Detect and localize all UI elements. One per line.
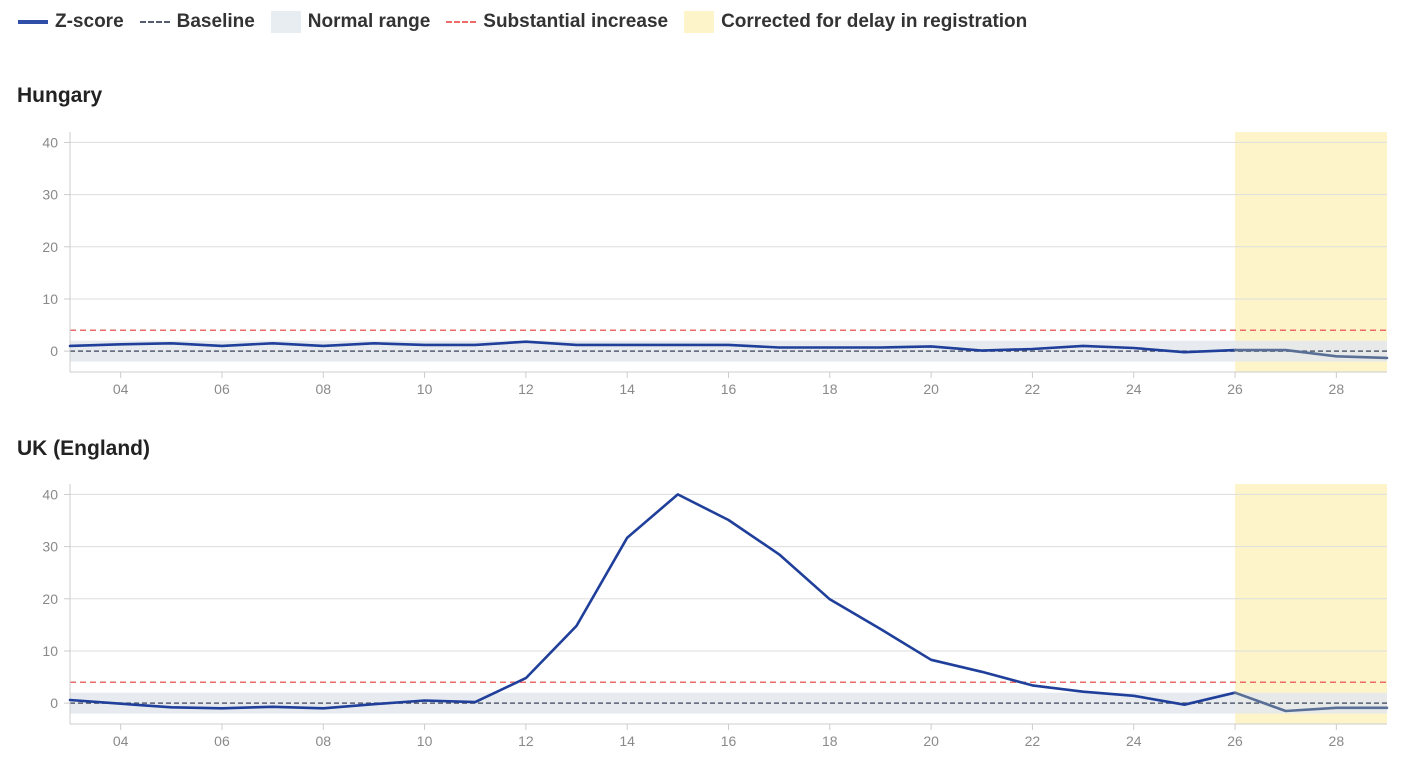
y-tick-label: 40 bbox=[42, 134, 58, 150]
legend-label: Z-score bbox=[55, 11, 124, 32]
normal-range-swatch-icon bbox=[270, 11, 301, 33]
corrected-swatch-icon bbox=[684, 11, 715, 33]
legend-label: Baseline bbox=[176, 11, 255, 32]
zscore-line-corrected bbox=[1233, 691, 1389, 713]
x-tick-label: 26 bbox=[1227, 381, 1243, 397]
uk-england-chart: 0 10 20 30 40 04 06 08 10 12 14 16 18 20 22 24 26 28 bbox=[42, 484, 1389, 749]
y-tick-label: 10 bbox=[42, 291, 58, 307]
legend-item-zscore[interactable]: Z-score bbox=[18, 11, 124, 33]
x-tick-label: 10 bbox=[417, 381, 433, 397]
legend-item-normal-range[interactable]: Normal range bbox=[270, 11, 431, 33]
substantial-increase-swatch-icon bbox=[446, 21, 477, 23]
x-tick-label: 12 bbox=[518, 381, 534, 397]
legend-item-corrected[interactable]: Corrected for delay in registration bbox=[684, 11, 1027, 33]
y-tick-label: 20 bbox=[42, 239, 58, 255]
x-tick-label: 04 bbox=[113, 381, 129, 397]
x-tick-label: 12 bbox=[518, 733, 534, 749]
hungary-chart: 0 10 20 30 40 04 06 08 10 12 14 16 18 20 22 24 26 28 bbox=[42, 132, 1389, 397]
zscore-line bbox=[68, 493, 1237, 710]
y-tick-label: 20 bbox=[42, 591, 58, 607]
x-tick-label: 14 bbox=[619, 381, 635, 397]
legend-label: Normal range bbox=[307, 11, 431, 32]
x-tick-label: 04 bbox=[113, 733, 129, 749]
x-tick-label: 08 bbox=[315, 733, 331, 749]
x-tick-label: 16 bbox=[721, 733, 737, 749]
y-tick-label: 40 bbox=[42, 486, 58, 502]
corrected-region bbox=[1235, 132, 1387, 372]
chart-title-hungary: Hungary bbox=[17, 84, 103, 107]
x-tick-label: 24 bbox=[1126, 381, 1142, 397]
corrected-region bbox=[1235, 484, 1387, 724]
x-tick-label: 24 bbox=[1126, 733, 1142, 749]
zscore-line bbox=[68, 340, 1237, 354]
x-tick-label: 08 bbox=[315, 381, 331, 397]
x-tick-label: 20 bbox=[923, 733, 939, 749]
chart-title-uk-england: UK (England) bbox=[17, 437, 150, 460]
x-tick-label: 22 bbox=[1025, 733, 1041, 749]
y-tick-label: 0 bbox=[50, 695, 58, 711]
x-tick-label: 18 bbox=[822, 733, 838, 749]
legend-label: Substantial increase bbox=[483, 11, 669, 32]
y-tick-label: 0 bbox=[50, 343, 58, 359]
x-tick-label: 28 bbox=[1329, 381, 1345, 397]
y-tick-label: 30 bbox=[42, 539, 58, 555]
legend-label: Corrected for delay in registration bbox=[721, 11, 1028, 32]
legend-item-substantial-increase[interactable]: Substantial increase bbox=[446, 11, 668, 33]
x-tick-label: 06 bbox=[214, 733, 230, 749]
y-tick-label: 10 bbox=[42, 643, 58, 659]
x-tick-label: 28 bbox=[1329, 733, 1345, 749]
legend: Z-score Baseline Normal range Substantia… bbox=[18, 8, 1043, 36]
y-tick-label: 30 bbox=[42, 187, 58, 203]
x-tick-label: 06 bbox=[214, 381, 230, 397]
x-tick-label: 16 bbox=[721, 381, 737, 397]
x-tick-label: 20 bbox=[923, 381, 939, 397]
x-tick-label: 14 bbox=[619, 733, 635, 749]
x-tick-label: 22 bbox=[1025, 381, 1041, 397]
zscore-line-corrected bbox=[1233, 348, 1389, 360]
zscore-swatch-icon bbox=[18, 20, 48, 24]
x-tick-label: 26 bbox=[1227, 733, 1243, 749]
x-tick-label: 18 bbox=[822, 381, 838, 397]
x-tick-label: 10 bbox=[417, 733, 433, 749]
legend-item-baseline[interactable]: Baseline bbox=[139, 11, 255, 33]
baseline-swatch-icon bbox=[139, 21, 170, 23]
